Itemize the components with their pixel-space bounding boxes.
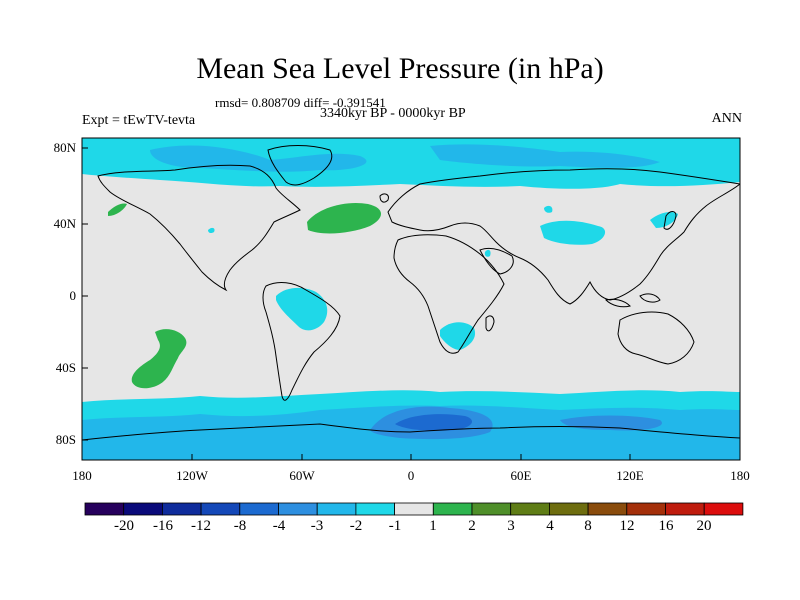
colorbar-box — [316, 502, 357, 516]
page-title: Mean Sea Level Pressure (in hPa) — [196, 52, 604, 85]
colorbar-label: 2 — [468, 518, 476, 534]
lon-tick-label: 120E — [616, 468, 644, 483]
coastlines — [82, 145, 740, 441]
colorbar-box — [161, 502, 202, 516]
lat-tick-label: 40N — [53, 216, 76, 231]
colorbar-label: 12 — [619, 518, 635, 534]
colorbar-label: -16 — [153, 518, 173, 534]
asia-low — [540, 220, 606, 245]
north-pacific-high — [108, 203, 127, 216]
southern-core-low — [395, 414, 473, 431]
small-low — [544, 205, 553, 213]
lat-tick-label: 40S — [55, 360, 76, 375]
colorbar-label: 20 — [696, 518, 712, 534]
colorbar-box — [200, 502, 241, 516]
small-low — [208, 227, 215, 234]
south-pacific-high — [131, 329, 187, 389]
south-america-low — [276, 287, 328, 331]
colorbar-label: -20 — [114, 518, 134, 534]
lon-tick-label: 120W — [176, 468, 208, 483]
colorbar-box — [626, 502, 666, 516]
colorbar-box — [394, 502, 434, 516]
colorbar-label: 3 — [507, 518, 515, 534]
lon-tick-label: 180 — [730, 468, 750, 483]
colorbar-box — [703, 502, 744, 516]
colorbar-label: 4 — [546, 518, 554, 534]
colorbar-label: -2 — [349, 518, 363, 534]
period-label: 3340kyr BP - 0000kyr BP — [320, 106, 466, 121]
season-label: ANN — [711, 111, 742, 126]
lon-tick-label: 180 — [72, 468, 92, 483]
colorbar-box — [123, 502, 163, 516]
axis-ticks — [81, 147, 741, 460]
experiment-label: Expt = tEwTV-tevta — [82, 113, 196, 128]
japan-low — [650, 212, 678, 228]
colorbar — [84, 502, 744, 516]
colorbar-box — [239, 502, 279, 516]
colorbar-label: -1 — [388, 518, 402, 534]
colorbar-label: -12 — [191, 518, 211, 534]
north-atlantic-high — [307, 202, 382, 234]
colorbar-label: 16 — [658, 518, 674, 534]
colorbar-box — [587, 502, 628, 516]
colorbar-box — [278, 502, 318, 516]
colorbar-label: -8 — [233, 518, 247, 534]
colorbar-label: 1 — [429, 518, 437, 534]
lat-tick-label: 80S — [55, 432, 76, 447]
colorbar-label: -3 — [310, 518, 324, 534]
colorbar-box — [471, 502, 512, 516]
lon-tick-label: 60E — [510, 468, 532, 483]
colorbar-box — [665, 502, 705, 516]
africa-low — [440, 322, 476, 350]
colorbar-label: -4 — [272, 518, 286, 534]
small-low — [484, 249, 491, 257]
lon-tick-label: 60W — [289, 468, 315, 483]
stats-line: rmsd= 0.808709 diff= -0.391541 — [215, 95, 386, 110]
colorbar-box — [549, 502, 589, 516]
colorbar-box — [510, 502, 550, 516]
lat-tick-label: 80N — [53, 140, 76, 155]
arctic-deeper-patch — [150, 145, 367, 172]
arctic-anomaly-band — [82, 138, 740, 189]
lon-tick-label: 0 — [407, 468, 415, 483]
colorbar-box — [84, 502, 125, 516]
colorbar-box — [432, 502, 473, 516]
colorbar-label: 8 — [584, 518, 592, 534]
lat-tick-label: 0 — [69, 288, 77, 303]
arctic-deeper-patch — [430, 144, 660, 168]
colorbar-box — [355, 502, 395, 516]
